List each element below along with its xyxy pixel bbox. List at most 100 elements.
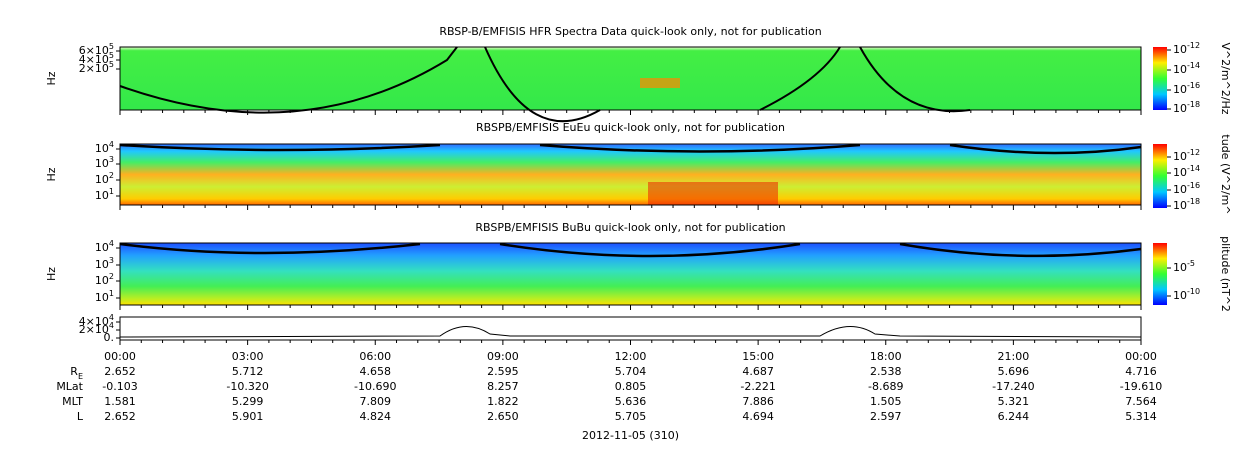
- colorbar-tick-label: 10-12: [1173, 148, 1200, 164]
- ephemeris-value: 1.505: [870, 395, 902, 408]
- ephemeris-label-text: MLat: [56, 380, 83, 393]
- tick-exponent: -12: [1187, 148, 1200, 157]
- line-trace: [119, 326, 1142, 338]
- tick-exponent: 5: [109, 42, 114, 51]
- tick-base: 2×10: [79, 62, 109, 75]
- tick-base: 10: [1173, 183, 1187, 196]
- colorbar-tick-label: 10-18: [1173, 100, 1200, 116]
- y-tick-label: 0.: [104, 331, 115, 344]
- tick-base: 10: [95, 291, 109, 304]
- ephemeris-label: MLT: [62, 395, 83, 408]
- ephemeris-value: 8.257: [487, 380, 519, 393]
- colorbar-tick-label: 10-14: [1173, 61, 1200, 77]
- spectrogram-curve: [119, 46, 971, 123]
- ephemeris-value: -10.690: [354, 380, 396, 393]
- tick-exponent: -16: [1187, 81, 1200, 90]
- tick-exponent: 2: [109, 171, 114, 180]
- ephemeris-value: 4.716: [1125, 365, 1157, 378]
- tick-base: 2×10: [79, 323, 109, 336]
- tick-base: 10: [1173, 150, 1187, 163]
- ephemeris-value: 6.244: [998, 410, 1030, 423]
- ephemeris-label-text: L: [77, 410, 84, 423]
- colorbar-tick-label: 10-18: [1173, 197, 1200, 213]
- ephemeris-value: 5.704: [615, 365, 647, 378]
- ephemeris-value: 2.652: [104, 410, 136, 423]
- ephemeris-value: 5.712: [232, 365, 264, 378]
- tick-exponent: 4: [109, 140, 114, 149]
- ephemeris-value: -10.320: [226, 380, 268, 393]
- ephemeris-label-text: MLT: [62, 395, 83, 408]
- y-tick-label: 103: [95, 155, 114, 171]
- colorbar-tick-label: 10-14: [1173, 164, 1200, 180]
- ephemeris-value: 4.687: [742, 365, 774, 378]
- ephemeris-value: 2.538: [870, 365, 902, 378]
- panel-title: RBSPB/EMFISIS EuEu quick-look only, not …: [476, 121, 785, 134]
- y-axis-label: Hz: [45, 71, 58, 85]
- y-tick-label: 104: [95, 239, 114, 255]
- tick-base: 10: [1173, 63, 1187, 76]
- y-tick-label: 103: [95, 256, 114, 272]
- y-axis-label: Hz: [45, 267, 58, 281]
- colorbar-tick-label: 10-16: [1173, 81, 1200, 97]
- y-tick-label: 102: [95, 272, 114, 288]
- y-tick-label: 4×104: [79, 313, 114, 329]
- tick-exponent: 4: [109, 313, 114, 322]
- tick-base: 4×10: [79, 315, 109, 328]
- ephemeris-value: 5.299: [232, 395, 264, 408]
- ephemeris-value: 4.658: [360, 365, 392, 378]
- colorbar-tick-label: 10-16: [1173, 181, 1200, 197]
- tick-base: 10: [1173, 261, 1187, 274]
- tick-base: 10: [95, 189, 109, 202]
- ephemeris-value: -2.221: [740, 380, 775, 393]
- y-tick-label: 101: [95, 289, 114, 305]
- ephemeris-value: 5.636: [615, 395, 647, 408]
- ephemeris-value: 0.805: [615, 380, 647, 393]
- x-tick-label: 09:00: [487, 350, 519, 363]
- ephemeris-value: 2.650: [487, 410, 519, 423]
- tick-exponent: 3: [109, 256, 114, 265]
- ephemeris-value: 7.809: [360, 395, 392, 408]
- ephemeris-value: 5.314: [1125, 410, 1157, 423]
- y-tick-label: 104: [95, 140, 114, 156]
- tick-exponent: -10: [1187, 287, 1200, 296]
- ephemeris-value: 7.886: [742, 395, 774, 408]
- colorbar-label: plitude (nT^2: [1219, 236, 1232, 312]
- y-axis-label: Hz: [45, 167, 58, 181]
- ephemeris-value: 5.321: [998, 395, 1030, 408]
- tick-exponent: -18: [1187, 197, 1200, 206]
- tick-base: 6×10: [79, 44, 109, 57]
- colorbar: [1153, 47, 1167, 110]
- tick-exponent: -18: [1187, 100, 1200, 109]
- ephemeris-label: L: [77, 410, 84, 423]
- colorbar-tick-label: 10-12: [1173, 41, 1200, 57]
- panel-title: RBSP-B/EMFISIS HFR Spectra Data quick-lo…: [439, 25, 821, 38]
- tick-base: 10: [95, 241, 109, 254]
- ephemeris-label-text: R: [70, 365, 78, 378]
- y-tick-label: 102: [95, 171, 114, 187]
- ephemeris-value: 1.581: [104, 395, 136, 408]
- colorbar-label: tude (V^2/m^: [1219, 134, 1232, 214]
- tick-base: 10: [1173, 43, 1187, 56]
- ephemeris-value: 5.696: [998, 365, 1030, 378]
- date-label: 2012-11-05 (310): [582, 429, 679, 442]
- y-tick-label: 101: [95, 187, 114, 203]
- spectrogram: [120, 47, 1141, 110]
- tick-base: 10: [95, 142, 109, 155]
- spectrogram-curve: [119, 242, 1142, 258]
- ephemeris-value: 2.597: [870, 410, 902, 423]
- tick-exponent: -14: [1187, 61, 1200, 70]
- tick-exponent: 5: [109, 60, 114, 69]
- ephemeris-value: 4.824: [360, 410, 392, 423]
- spectrograms: [119, 46, 1142, 341]
- tick-base: 10: [1173, 83, 1187, 96]
- tick-exponent: 2: [109, 272, 114, 281]
- tick-base: 10: [95, 258, 109, 271]
- tick-exponent: -16: [1187, 181, 1200, 190]
- colorbar-tick-label: 10-5: [1173, 259, 1195, 275]
- tick-exponent: 1: [109, 289, 114, 298]
- tick-exponent: 4: [109, 239, 114, 248]
- x-tick-label: 18:00: [870, 350, 902, 363]
- tick-base: 10: [1173, 289, 1187, 302]
- y-tick-label: 2×105: [79, 60, 114, 76]
